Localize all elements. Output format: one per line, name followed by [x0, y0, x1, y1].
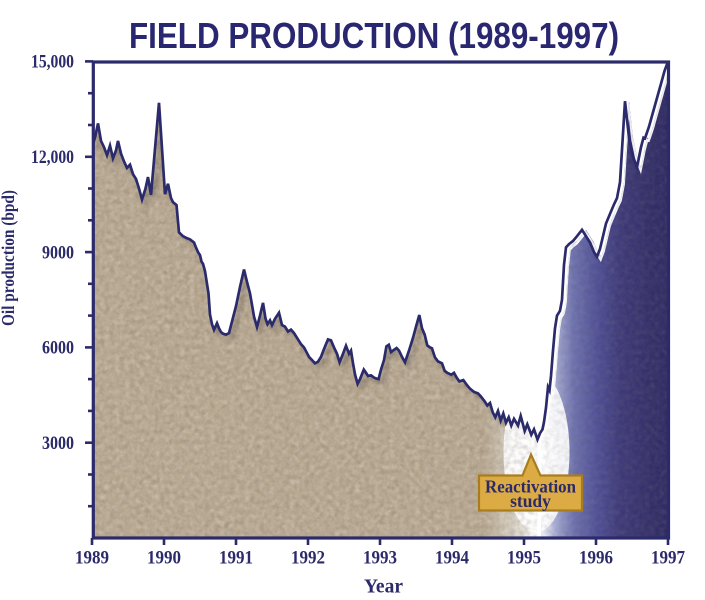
svg-text:12,000: 12,000: [31, 147, 74, 168]
svg-text:1996: 1996: [579, 548, 613, 569]
svg-text:3000: 3000: [42, 433, 74, 454]
svg-text:15,000: 15,000: [31, 52, 74, 73]
svg-text:1997: 1997: [651, 548, 685, 569]
svg-text:1991: 1991: [219, 548, 253, 569]
svg-text:6000: 6000: [42, 338, 74, 359]
svg-text:Reactivation: Reactivation: [485, 477, 576, 497]
svg-text:9000: 9000: [42, 242, 74, 263]
svg-text:Oil production (bpd): Oil production (bpd): [0, 190, 19, 326]
svg-text:study: study: [510, 491, 551, 511]
svg-text:1989: 1989: [75, 548, 109, 569]
svg-text:Year: Year: [364, 577, 403, 598]
svg-text:1995: 1995: [507, 548, 541, 569]
svg-text:1992: 1992: [291, 548, 325, 569]
svg-text:1994: 1994: [435, 548, 469, 569]
svg-text:FIELD PRODUCTION (1989-1997): FIELD PRODUCTION (1989-1997): [129, 16, 619, 57]
svg-text:1993: 1993: [363, 548, 397, 569]
svg-text:1990: 1990: [147, 548, 181, 569]
